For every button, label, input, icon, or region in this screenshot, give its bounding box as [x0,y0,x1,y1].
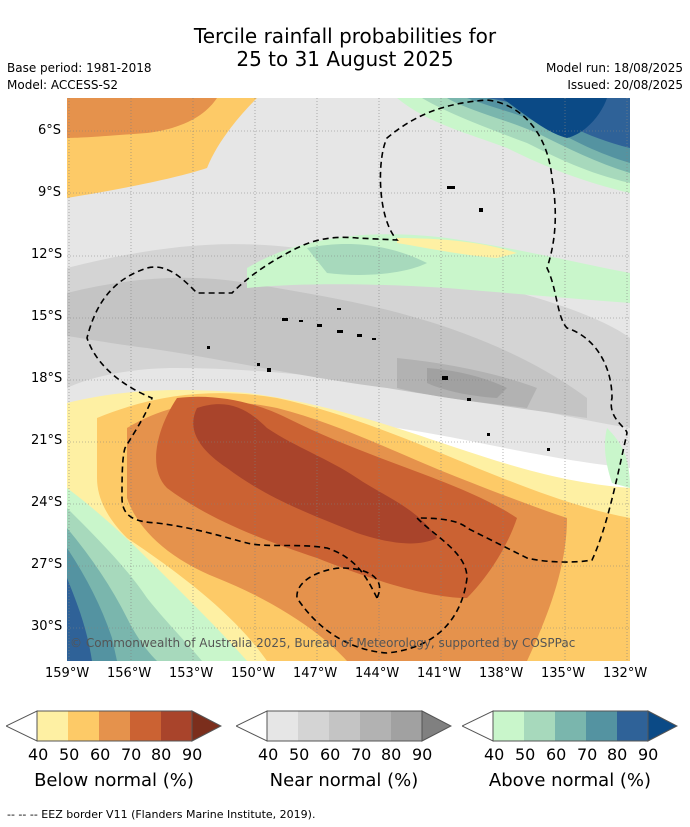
colorbar-near-swatch-70 [360,711,391,741]
lat-tick-6s: 6°S [38,123,62,138]
above-tick-50: 50 [515,745,536,764]
colorbar-near-swatch-50 [298,711,329,741]
near-tick-60: 60 [320,745,341,764]
title-line-1: Tercile rainfall probabilities for [193,24,497,48]
near-normal-80 [427,368,507,398]
colorbar-near-swatch-40 [267,711,298,741]
colorbar-above-swatch-60 [555,711,586,741]
above-normal-bottomleft-80 [67,578,92,661]
below-normal-topleft-60 [67,98,217,138]
colorbar-below-swatch-50 [68,711,99,741]
below-tick-60: 60 [90,745,111,764]
issued-date: Issued: 20/08/2025 [567,78,683,92]
colorbar-above-swatch-40 [493,711,524,741]
lon-tick-153w: 153°W [169,666,214,681]
below-tick-90: 90 [182,745,203,764]
lon-tick-141w: 141°W [417,666,462,681]
above-tick-70: 70 [577,745,598,764]
colorbar-below-swatch-70 [130,711,161,741]
model-name: Model: ACCESS-S2 [7,78,119,92]
above-tick-60: 60 [546,745,567,764]
lon-tick-150w: 150°W [231,666,276,681]
colorbar-below-normal [4,710,223,742]
lat-tick-30s: 30°S [31,619,63,634]
below-tick-40: 40 [28,745,49,764]
lon-tick-159w: 159°W [45,666,90,681]
eez-footnote: -- -- -- EEZ border V11 (Flanders Marine… [7,808,316,821]
lat-tick-9s: 9°S [38,185,62,200]
lon-tick-135w: 135°W [541,666,586,681]
lon-tick-156w: 156°W [107,666,152,681]
above-normal-right-40 [604,428,630,488]
lat-tick-27s: 27°S [31,557,63,572]
colorbar-above-swatch-50 [524,711,555,741]
above-normal-label: Above normal (%) [488,770,652,791]
colorbar-below-swatch-60 [99,711,130,741]
lat-tick-15s: 15°S [31,309,63,324]
lat-tick-24s: 24°S [31,495,63,510]
below-normal-main-80 [193,404,437,544]
model-run: Model run: 18/08/2025 [545,61,683,75]
title-line-2: 25 to 31 August 2025 [236,47,454,71]
lon-tick-144w: 144°W [355,666,400,681]
forecast-map: © Commonwealth of Australia 2025, Bureau… [67,98,630,661]
lon-tick-132w: 132°W [603,666,648,681]
eez-border [86,99,628,654]
base-period: Base period: 1981-2018 [7,61,152,75]
colorbar-below-swatch-80 [161,711,192,741]
lat-tick-21s: 21°S [31,433,63,448]
near-tick-40: 40 [258,745,279,764]
colorbar-below-swatch-40 [37,711,68,741]
colorbar-above-normal [460,710,679,742]
above-tick-40: 40 [484,745,505,764]
near-tick-80: 80 [381,745,402,764]
above-normal-band-50 [307,243,427,275]
below-tick-50: 50 [59,745,80,764]
near-tick-70: 70 [351,745,372,764]
below-tick-70: 70 [121,745,142,764]
colorbar-above-swatch-70 [586,711,617,741]
above-tick-80: 80 [607,745,628,764]
lon-tick-138w: 138°W [479,666,524,681]
above-normal-topright-90 [502,98,607,138]
colorbar-near-swatch-80 [391,711,422,741]
near-tick-50: 50 [289,745,310,764]
below-tick-80: 80 [151,745,172,764]
near-tick-90: 90 [412,745,433,764]
lat-tick-18s: 18°S [31,371,63,386]
below-normal-band-40 [397,238,517,258]
above-tick-90: 90 [638,745,659,764]
colorbar-near-swatch-60 [329,711,360,741]
lon-tick-147w: 147°W [293,666,338,681]
islands [207,186,550,451]
near-normal-label: Near normal (%) [269,770,419,791]
lat-tick-12s: 12°S [31,247,63,262]
copyright-text: © Commonwealth of Australia 2025, Bureau… [70,636,575,650]
below-normal-label: Below normal (%) [34,770,194,791]
colorbar-above-swatch-80 [617,711,648,741]
colorbar-near-normal [234,710,453,742]
graticule [67,98,630,661]
